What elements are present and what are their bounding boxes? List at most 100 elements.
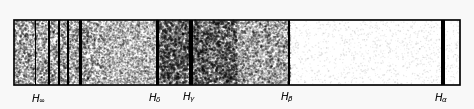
- Point: [26, 72, 34, 74]
- Point: [225, 55, 233, 57]
- Point: [324, 33, 332, 35]
- Point: [230, 45, 238, 47]
- Point: [54, 48, 62, 50]
- Point: [285, 27, 292, 29]
- Point: [190, 55, 198, 57]
- Point: [223, 66, 231, 68]
- Point: [160, 40, 167, 42]
- Point: [176, 24, 183, 26]
- Point: [144, 25, 151, 27]
- Point: [212, 37, 220, 38]
- Point: [137, 72, 145, 74]
- Point: [199, 26, 207, 28]
- Point: [277, 36, 284, 38]
- Point: [109, 82, 117, 84]
- Point: [83, 41, 91, 42]
- Point: [169, 25, 176, 27]
- Point: [80, 81, 87, 83]
- Point: [221, 74, 228, 76]
- Point: [25, 62, 33, 64]
- Point: [208, 82, 216, 84]
- Point: [182, 21, 189, 23]
- Point: [212, 66, 220, 68]
- Point: [92, 53, 100, 55]
- Point: [428, 82, 436, 83]
- Point: [144, 40, 151, 42]
- Point: [279, 67, 287, 69]
- Point: [125, 75, 132, 77]
- Point: [435, 69, 443, 70]
- Point: [202, 46, 210, 47]
- Point: [261, 45, 269, 47]
- Point: [116, 61, 123, 63]
- Point: [138, 71, 146, 73]
- Point: [408, 26, 416, 28]
- Point: [191, 40, 199, 42]
- Point: [118, 71, 126, 72]
- Point: [14, 23, 21, 25]
- Point: [126, 77, 133, 78]
- Point: [201, 73, 209, 74]
- Point: [265, 43, 273, 44]
- Point: [348, 80, 356, 82]
- Point: [253, 44, 261, 46]
- Point: [147, 29, 155, 31]
- Point: [177, 60, 185, 61]
- Point: [213, 80, 220, 81]
- Point: [279, 54, 286, 55]
- Point: [259, 49, 266, 51]
- Point: [201, 61, 209, 62]
- Point: [400, 38, 408, 40]
- Point: [264, 77, 272, 79]
- Point: [182, 54, 190, 56]
- Point: [202, 23, 210, 25]
- Point: [92, 38, 100, 40]
- Point: [52, 44, 60, 45]
- Point: [188, 77, 195, 78]
- Point: [218, 21, 225, 23]
- Point: [209, 43, 217, 44]
- Point: [235, 76, 243, 78]
- Point: [422, 21, 430, 23]
- Point: [155, 68, 162, 70]
- Point: [209, 55, 217, 57]
- Point: [189, 76, 197, 78]
- Point: [204, 40, 211, 41]
- Point: [14, 43, 22, 45]
- Point: [188, 42, 195, 44]
- Point: [186, 68, 193, 70]
- Point: [125, 67, 133, 69]
- Point: [101, 43, 109, 45]
- Point: [242, 29, 250, 30]
- Point: [16, 54, 23, 56]
- Point: [79, 81, 87, 83]
- Point: [180, 43, 188, 45]
- Point: [284, 27, 292, 28]
- Point: [106, 66, 114, 68]
- Point: [202, 59, 210, 61]
- Point: [146, 81, 153, 83]
- Point: [118, 68, 126, 70]
- Point: [142, 48, 149, 50]
- Point: [94, 63, 102, 65]
- Point: [50, 57, 57, 59]
- Point: [107, 57, 114, 58]
- Point: [67, 58, 75, 60]
- Point: [61, 39, 69, 41]
- Point: [202, 38, 210, 40]
- Point: [160, 42, 167, 43]
- Point: [239, 57, 247, 58]
- Point: [270, 52, 277, 54]
- Point: [114, 44, 122, 46]
- Point: [99, 72, 106, 74]
- Point: [185, 41, 192, 42]
- Point: [358, 78, 366, 79]
- Point: [214, 65, 222, 66]
- Point: [245, 70, 252, 72]
- Point: [156, 21, 164, 23]
- Point: [219, 21, 226, 23]
- Point: [20, 30, 27, 32]
- Point: [234, 68, 241, 70]
- Point: [124, 66, 131, 68]
- Point: [121, 28, 129, 30]
